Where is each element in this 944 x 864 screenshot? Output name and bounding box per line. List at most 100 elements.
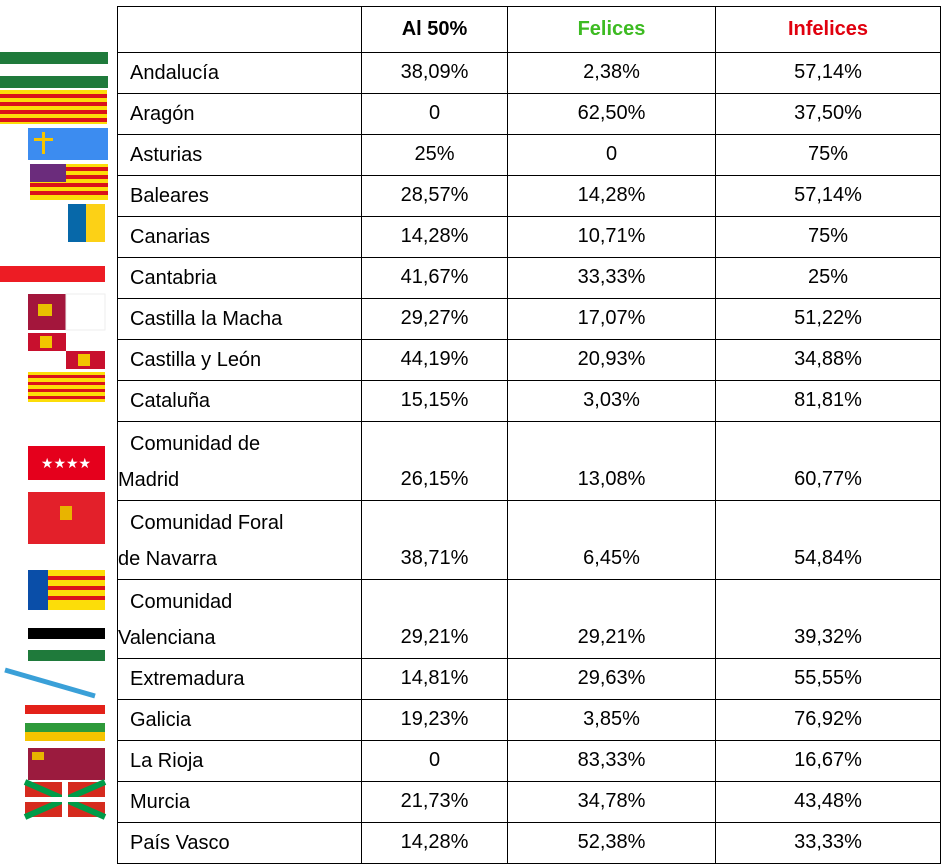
value-cell: 17,07% xyxy=(507,298,716,340)
flag-baleares xyxy=(30,164,108,200)
region-cell: Andalucía xyxy=(117,52,362,94)
region-name: Baleares xyxy=(130,185,209,207)
table-row: Asturias 25% 0 75% xyxy=(117,134,941,176)
value-cell: 3,03% xyxy=(507,380,716,422)
value-cell: 38,09% xyxy=(361,52,508,94)
value-cell: 14,28% xyxy=(361,822,508,864)
table-row: Comunidad Foral de Navarra 38,71% 6,45% 54,8… xyxy=(117,500,941,580)
value-cell: 37,50% xyxy=(715,93,941,135)
value-cell: 60,77% xyxy=(715,421,941,501)
region-name: Cataluña xyxy=(130,390,211,412)
value-cell: 33,33% xyxy=(715,822,941,864)
region-cell: Comunidad de Madrid xyxy=(117,421,362,501)
value-cell: 29,21% xyxy=(361,579,508,659)
header-cell: Al 50% xyxy=(361,6,508,53)
value-cell: 26,15% xyxy=(361,421,508,501)
value-cell: 75% xyxy=(715,216,941,258)
flag-castilla-la-mancha xyxy=(28,293,106,331)
flag-valenciana xyxy=(28,570,105,610)
value-cell: 21,73% xyxy=(361,781,508,823)
value-cell: 20,93% xyxy=(507,339,716,381)
value-cell: 57,14% xyxy=(715,52,941,94)
region-cell: País Vasco xyxy=(117,822,362,864)
table-row: La Rioja 0 83,33% 16,67% xyxy=(117,740,941,782)
value-cell: 0 xyxy=(507,134,716,176)
table-row: Canarias 14,28% 10,71% 75% xyxy=(117,216,941,258)
region-name: de Navarra xyxy=(118,548,217,570)
value-cell: 29,63% xyxy=(507,658,716,700)
value-cell: 38,71% xyxy=(361,500,508,580)
region-name: Canarias xyxy=(130,226,211,248)
table-row: País Vasco 14,28% 52,38% 33,33% xyxy=(117,822,941,864)
flag-la-rioja xyxy=(25,705,105,741)
value-cell: 43,48% xyxy=(715,781,941,823)
flag-cantabria xyxy=(0,266,105,282)
table-row: Aragón 0 62,50% 37,50% xyxy=(117,93,941,135)
table-row: Galicia 19,23% 3,85% 76,92% xyxy=(117,699,941,741)
value-cell: 51,22% xyxy=(715,298,941,340)
value-cell: 16,67% xyxy=(715,740,941,782)
value-cell: 44,19% xyxy=(361,339,508,381)
value-cell: 52,38% xyxy=(507,822,716,864)
value-cell: 81,81% xyxy=(715,380,941,422)
flag-andalucia xyxy=(0,52,108,88)
value-cell: 3,85% xyxy=(507,699,716,741)
value-cell: 75% xyxy=(715,134,941,176)
value-cell: 41,67% xyxy=(361,257,508,299)
region-name: Castilla la Macha xyxy=(130,308,283,330)
value-cell: 76,92% xyxy=(715,699,941,741)
flag-cataluna xyxy=(28,372,105,402)
region-cell: Comunidad Valenciana xyxy=(117,579,362,659)
value-cell: 57,14% xyxy=(715,175,941,217)
table-row: Comunidad Valenciana 29,21% 29,21% 39,32% xyxy=(117,579,941,659)
flag-murcia xyxy=(28,748,105,780)
value-cell: 14,28% xyxy=(361,216,508,258)
region-name: Madrid xyxy=(118,469,180,491)
region-cell: Baleares xyxy=(117,175,362,217)
region-name: Galicia xyxy=(130,709,192,731)
region-cell: Cantabria xyxy=(117,257,362,299)
region-name: Andalucía xyxy=(130,62,219,84)
value-cell: 6,45% xyxy=(507,500,716,580)
value-cell: 29,21% xyxy=(507,579,716,659)
region-name: Valenciana xyxy=(118,627,216,649)
region-name: Extremadura xyxy=(130,668,245,690)
value-cell: 25% xyxy=(361,134,508,176)
value-cell: 83,33% xyxy=(507,740,716,782)
value-cell: 34,88% xyxy=(715,339,941,381)
value-cell: 25% xyxy=(715,257,941,299)
svg-text:★★★★: ★★★★ xyxy=(41,455,91,471)
flag-castilla-y-leon xyxy=(28,333,105,369)
value-cell: 10,71% xyxy=(507,216,716,258)
page: {"table": { "header": ["Al 50%", "Felice… xyxy=(0,6,941,864)
flag-canarias xyxy=(50,204,105,242)
region-cell: Aragón xyxy=(117,93,362,135)
header-cell xyxy=(117,6,362,53)
header-row: Al 50% Felices Infelices xyxy=(117,6,941,53)
region-cell: Murcia xyxy=(117,781,362,823)
value-cell: 14,81% xyxy=(361,658,508,700)
region-name: La Rioja xyxy=(130,750,204,772)
region-cell: Galicia xyxy=(117,699,362,741)
region-name: Comunidad xyxy=(130,591,233,613)
flag-galicia xyxy=(4,667,96,699)
data-table: Al 50% Felices Infelices Andalucía 38,09% 2,… xyxy=(117,6,941,864)
flag-asturias xyxy=(28,128,108,160)
value-cell: 29,27% xyxy=(361,298,508,340)
value-cell: 39,32% xyxy=(715,579,941,659)
value-cell: 28,57% xyxy=(361,175,508,217)
value-cell: 15,15% xyxy=(361,380,508,422)
region-name: Comunidad de xyxy=(130,433,261,455)
value-cell: 0 xyxy=(361,740,508,782)
value-cell: 19,23% xyxy=(361,699,508,741)
table-row: Andalucía 38,09% 2,38% 57,14% xyxy=(117,52,941,94)
region-cell: Comunidad Foral de Navarra xyxy=(117,500,362,580)
region-name: Asturias xyxy=(130,144,203,166)
region-cell: La Rioja xyxy=(117,740,362,782)
region-cell: Extremadura xyxy=(117,658,362,700)
table-row: Murcia 21,73% 34,78% 43,48% xyxy=(117,781,941,823)
region-cell: Cataluña xyxy=(117,380,362,422)
value-cell: 13,08% xyxy=(507,421,716,501)
value-cell: 55,55% xyxy=(715,658,941,700)
value-cell: 33,33% xyxy=(507,257,716,299)
